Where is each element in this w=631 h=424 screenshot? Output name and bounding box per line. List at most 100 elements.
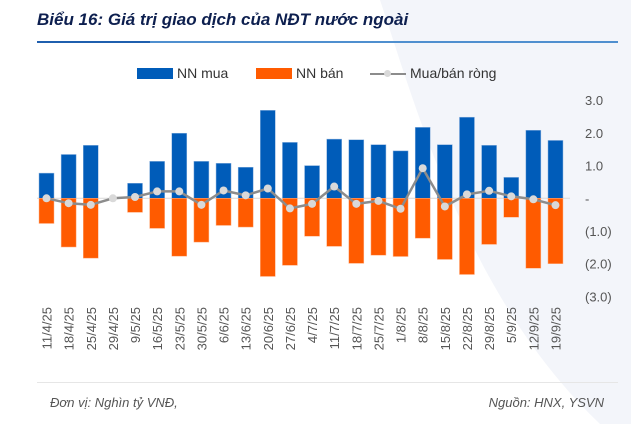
x-tick-label: 11/7/25: [327, 307, 342, 349]
footer-divider: [37, 382, 618, 383]
bar-sell: [459, 198, 475, 275]
source-note: Nguồn: HNX, YSVN: [488, 395, 604, 410]
net-point: [529, 195, 538, 204]
y-tick-label: (2.0): [585, 257, 612, 272]
bar-sell: [503, 198, 519, 218]
x-tick-label: 1/8/25: [394, 307, 409, 343]
legend-item-sell: NN bán: [256, 63, 343, 83]
legend-swatch-sell: [256, 67, 292, 79]
bar-buy: [370, 144, 387, 199]
x-tick-label: 18/4/25: [62, 307, 77, 350]
bar-buy: [437, 144, 453, 199]
net-point: [374, 196, 383, 205]
net-point: [131, 192, 140, 201]
bar-buy: [193, 161, 210, 199]
net-point: [263, 184, 272, 193]
legend-label-net: Mua/bán ròng: [410, 65, 497, 81]
net-point: [197, 200, 206, 209]
legend-label-sell: NN bán: [296, 65, 344, 81]
y-tick-label: 3.0: [585, 93, 603, 108]
x-tick-label: 20/6/25: [261, 307, 276, 350]
legend-label-buy: NN mua: [177, 65, 229, 81]
net-point: [219, 186, 228, 195]
bar-buy: [459, 116, 475, 199]
bar-sell: [83, 198, 99, 259]
bar-buy: [392, 150, 409, 199]
x-tick-label: 18/7/25: [349, 307, 364, 350]
bar-sell: [392, 198, 409, 257]
bar-sell: [326, 198, 342, 247]
net-point: [241, 191, 250, 200]
x-tick-label: 6/6/25: [217, 307, 232, 343]
legend-item-net: Mua/bán ròng: [370, 63, 496, 83]
net-point: [153, 187, 162, 196]
net-point: [418, 164, 427, 173]
bar-buy: [547, 140, 564, 199]
x-tick-label: 15/8/25: [438, 307, 453, 350]
bar-sell: [414, 198, 431, 239]
bar-sell: [304, 198, 320, 237]
legend: NN mua NN bán Mua/bán ròng: [0, 63, 631, 83]
bar-sell: [348, 198, 365, 264]
net-point: [108, 194, 117, 203]
x-tick-label: 27/6/25: [283, 307, 298, 350]
net-point: [285, 204, 294, 213]
net-point: [396, 204, 405, 213]
bar-sell: [193, 198, 210, 243]
x-tick-label: 23/5/25: [172, 307, 187, 350]
y-tick-label: 2.0: [585, 126, 603, 141]
bar-sell: [282, 198, 298, 266]
bar-buy: [525, 130, 542, 199]
bar-sell: [437, 198, 453, 260]
bar-sell: [260, 198, 276, 277]
net-point: [330, 182, 339, 191]
x-tick-label: 8/8/25: [416, 307, 431, 343]
x-tick-label: 19/9/25: [548, 307, 563, 350]
bar-buy: [60, 154, 77, 199]
bar-sell: [525, 198, 542, 269]
net-point: [175, 187, 184, 196]
x-tick-label: 13/6/25: [239, 307, 254, 350]
bar-sell: [171, 198, 188, 257]
net-point: [86, 200, 95, 209]
title-divider: [150, 41, 618, 43]
bar-buy: [348, 139, 365, 199]
bar-sell: [215, 198, 232, 226]
x-tick-label: 25/4/25: [84, 307, 99, 350]
y-tick-label: (1.0): [585, 224, 612, 239]
bar-buy: [83, 145, 99, 199]
x-tick-label: 16/5/25: [150, 307, 165, 350]
bar-buy: [304, 165, 320, 199]
x-tick-label: 30/5/25: [194, 307, 209, 350]
bar-sell: [481, 198, 497, 245]
bar-buy: [414, 127, 431, 199]
net-point: [462, 190, 471, 199]
net-point: [42, 194, 51, 203]
bar-sell: [547, 198, 564, 264]
y-tick-label: 1.0: [585, 159, 603, 174]
x-tick-label: 12/9/25: [526, 307, 541, 350]
net-point: [485, 186, 494, 195]
bar-buy: [282, 142, 298, 199]
net-point: [308, 199, 317, 208]
x-tick-label: 4/7/25: [305, 307, 320, 343]
legend-swatch-buy: [137, 67, 173, 79]
chart-title: Biểu 16: Giá trị giao dịch của NĐT nước …: [37, 10, 409, 29]
bar-sell: [370, 198, 387, 256]
title-divider-accent: [37, 41, 150, 43]
y-tick-label: -: [585, 191, 589, 206]
x-tick-label: 9/5/25: [128, 307, 143, 343]
net-point: [551, 201, 560, 210]
net-line: [46, 166, 556, 211]
unit-note: Đơn vị: Nghìn tỷ VNĐ,: [50, 395, 178, 410]
x-tick-label: 25/7/25: [371, 307, 386, 350]
bar-sell: [60, 198, 77, 248]
net-point: [440, 202, 449, 211]
x-tick-label: 11/4/25: [40, 307, 55, 349]
x-tick-label: 29/4/25: [106, 307, 121, 350]
legend-swatch-net: [370, 68, 406, 79]
net-point: [352, 199, 361, 208]
net-point: [64, 199, 73, 208]
x-tick-label: 22/8/25: [460, 307, 475, 350]
